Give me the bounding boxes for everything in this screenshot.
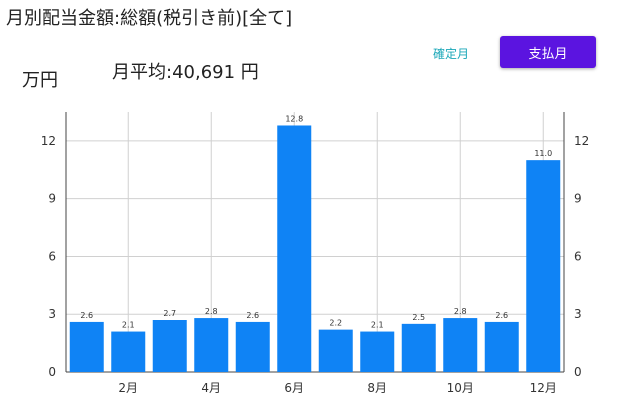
unit-label: 万円 — [22, 70, 58, 91]
data-label: 2.6 — [80, 311, 93, 320]
x-tick-label: 8月 — [367, 381, 387, 395]
data-label: 2.6 — [246, 311, 259, 320]
y-tick-label-left: 9 — [48, 192, 56, 206]
y-tick-label-left: 0 — [48, 365, 56, 379]
y-tick-label-left: 3 — [48, 307, 56, 321]
y-tick-label-right: 12 — [574, 134, 589, 148]
bar-8月 — [360, 331, 395, 372]
data-label: 12.8 — [285, 114, 303, 123]
chart-labels: 0 0 3 3 6 6 9 9 12 12 2月 4月 6月 8月 10月 12月 2.6 2.1 2.7 2.8 2.… — [41, 114, 590, 395]
y-tick-label-right: 9 — [574, 192, 582, 206]
bar-3月 — [152, 320, 187, 372]
tab-payment-month[interactable]: 支払月 — [500, 36, 596, 68]
y-tick-label-right: 6 — [574, 249, 582, 263]
x-tick-label: 6月 — [284, 381, 304, 395]
bar-12月 — [526, 160, 561, 372]
y-tick-label-right: 3 — [574, 307, 582, 321]
bar-5月 — [235, 321, 270, 372]
y-tick-label-right: 0 — [574, 365, 582, 379]
chart-gridlines — [65, 112, 565, 373]
page-title: 月別配当金額:総額(税引き前)[全て] — [6, 8, 293, 29]
x-tick-label: 10月 — [447, 381, 474, 395]
y-tick-label-left: 12 — [41, 134, 56, 148]
bar-10月 — [443, 318, 478, 372]
bar-2月 — [111, 331, 146, 372]
y-tick-label-left: 6 — [48, 249, 56, 263]
data-label: 2.7 — [163, 309, 176, 318]
data-label: 2.1 — [371, 321, 384, 330]
x-tick-label: 4月 — [201, 381, 221, 395]
bar-1月 — [69, 321, 104, 372]
x-tick-label: 2月 — [118, 381, 138, 395]
data-label: 11.0 — [534, 149, 552, 158]
bar-11月 — [484, 321, 519, 372]
data-label: 2.1 — [122, 321, 135, 330]
monthly-average: 月平均:40,691 円 — [112, 62, 259, 83]
data-label: 2.8 — [454, 307, 467, 316]
chart-bars — [69, 125, 561, 373]
bar-6月 — [277, 125, 312, 373]
bar-9月 — [401, 323, 436, 372]
data-label: 2.5 — [412, 313, 425, 322]
data-label: 2.6 — [495, 311, 508, 320]
data-label: 2.2 — [329, 319, 342, 328]
x-tick-label: 12月 — [530, 381, 557, 395]
tab-confirmed-month[interactable]: 確定月 — [414, 42, 488, 64]
bar-7月 — [318, 329, 353, 372]
bar-4月 — [194, 318, 229, 372]
data-label: 2.8 — [205, 307, 218, 316]
